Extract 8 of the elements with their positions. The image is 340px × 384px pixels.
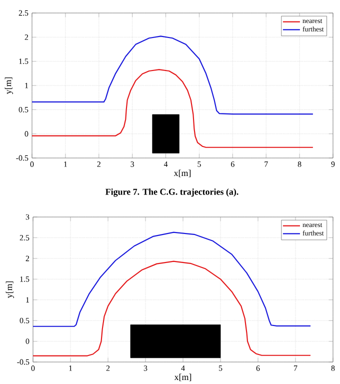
line-series xyxy=(32,69,314,148)
x-axis-title: x[m] xyxy=(174,170,191,178)
caption: Figure 7. The C.G. trajectories (a). xyxy=(106,188,238,197)
line-series xyxy=(33,260,312,356)
y-axis-title: y[m] xyxy=(4,77,14,94)
y-axis-title: y[m] xyxy=(6,281,14,298)
line-series xyxy=(32,36,314,115)
x-axis-title: x[m] xyxy=(174,374,192,382)
